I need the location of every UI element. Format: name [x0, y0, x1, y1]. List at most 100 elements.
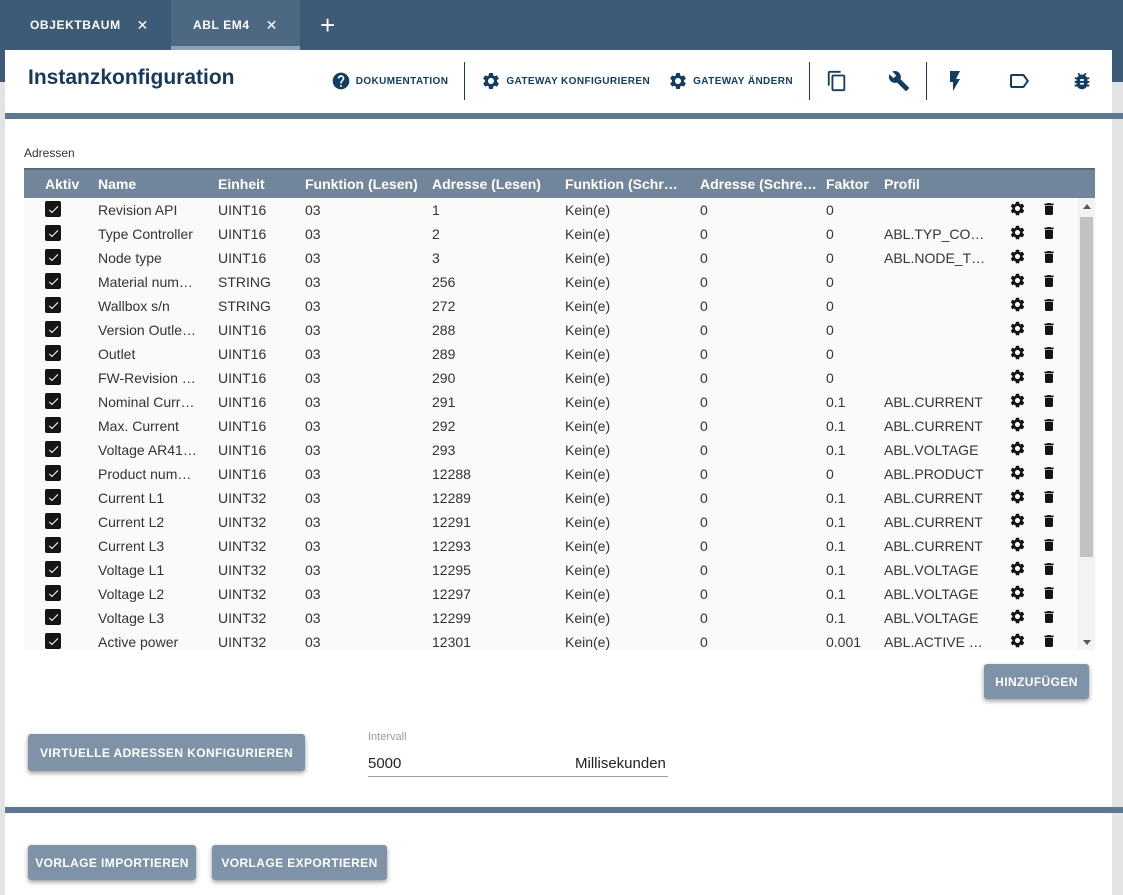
- trash-icon: [1041, 609, 1057, 625]
- app-window: OBJEKTBAUM ✕ ABL EM4 ✕ + Instanzkonfigur…: [0, 0, 1123, 895]
- close-icon[interactable]: ✕: [137, 18, 149, 32]
- row-settings-button[interactable]: [1009, 560, 1026, 577]
- flash-button[interactable]: [943, 69, 967, 93]
- row-delete-button[interactable]: [1041, 561, 1057, 577]
- scrollbar-thumb[interactable]: [1080, 217, 1093, 557]
- trash-icon: [1041, 345, 1057, 361]
- row-settings-button[interactable]: [1009, 632, 1026, 649]
- cell-adresse-schreiben: 0: [700, 394, 826, 410]
- row-settings-button[interactable]: [1009, 488, 1026, 505]
- cell-profil: ABL.VOLTAGE: [884, 442, 1009, 458]
- row-delete-button[interactable]: [1041, 273, 1057, 289]
- row-delete-button[interactable]: [1041, 585, 1057, 601]
- aktiv-checkbox[interactable]: [45, 537, 61, 553]
- row-delete-button[interactable]: [1041, 249, 1057, 265]
- row-settings-button[interactable]: [1009, 368, 1026, 385]
- wrench-button[interactable]: [888, 70, 910, 92]
- row-settings-button[interactable]: [1009, 584, 1026, 601]
- label-button[interactable]: [1007, 69, 1031, 93]
- scroll-down-button[interactable]: [1078, 634, 1095, 650]
- dokumentation-label: DOKUMENTATION: [356, 76, 449, 87]
- cell-name: FW-Revision …: [98, 370, 218, 386]
- aktiv-checkbox[interactable]: [45, 465, 61, 481]
- aktiv-checkbox[interactable]: [45, 225, 61, 241]
- row-delete-button[interactable]: [1041, 417, 1057, 433]
- aktiv-checkbox[interactable]: [45, 441, 61, 457]
- gear-icon: [1009, 392, 1026, 409]
- row-delete-button[interactable]: [1041, 369, 1057, 385]
- row-settings-button[interactable]: [1009, 440, 1026, 457]
- row-delete-button[interactable]: [1041, 465, 1057, 481]
- row-delete-button[interactable]: [1041, 609, 1057, 625]
- cell-name: Node type: [98, 250, 218, 266]
- aktiv-checkbox[interactable]: [45, 393, 61, 409]
- dokumentation-button[interactable]: DOKUMENTATION: [331, 71, 449, 91]
- row-settings-button[interactable]: [1009, 512, 1026, 529]
- row-settings-button[interactable]: [1009, 392, 1026, 409]
- row-delete-button[interactable]: [1041, 393, 1057, 409]
- aktiv-checkbox[interactable]: [45, 561, 61, 577]
- aktiv-checkbox[interactable]: [45, 633, 61, 649]
- aktiv-checkbox[interactable]: [45, 369, 61, 385]
- row-settings-button[interactable]: [1009, 200, 1026, 217]
- cell-adresse-lesen: 12297: [432, 586, 565, 602]
- trash-icon: [1041, 225, 1057, 241]
- row-delete-button[interactable]: [1041, 345, 1057, 361]
- row-delete-button[interactable]: [1041, 225, 1057, 241]
- bug-button[interactable]: [1071, 70, 1093, 92]
- cell-profil: ABL.TYP_CO…: [884, 226, 1009, 242]
- aktiv-checkbox[interactable]: [45, 513, 61, 529]
- copy-button[interactable]: [826, 70, 848, 92]
- aktiv-checkbox[interactable]: [45, 297, 61, 313]
- row-delete-button[interactable]: [1041, 489, 1057, 505]
- column-header-adresse-schreiben: Adresse (Schre…: [700, 176, 826, 192]
- aktiv-checkbox[interactable]: [45, 321, 61, 337]
- column-header-faktor: Faktor: [826, 176, 884, 192]
- add-tab-button[interactable]: +: [300, 0, 355, 50]
- row-settings-button[interactable]: [1009, 296, 1026, 313]
- plus-icon: +: [320, 10, 335, 41]
- close-icon[interactable]: ✕: [266, 18, 278, 32]
- gear-icon: [1009, 608, 1026, 625]
- virtuelle-adressen-button[interactable]: VIRTUELLE ADRESSEN KONFIGURIEREN: [28, 734, 305, 771]
- gateway-konfigurieren-button[interactable]: GATEWAY KONFIGURIEREN: [481, 71, 650, 91]
- cell-adresse-lesen: 256: [432, 274, 565, 290]
- row-delete-button[interactable]: [1041, 633, 1057, 649]
- aktiv-checkbox[interactable]: [45, 249, 61, 265]
- vorlage-exportieren-button[interactable]: VORLAGE EXPORTIEREN: [212, 845, 387, 880]
- row-settings-button[interactable]: [1009, 224, 1026, 241]
- row-settings-button[interactable]: [1009, 344, 1026, 361]
- row-settings-button[interactable]: [1009, 248, 1026, 265]
- row-delete-button[interactable]: [1041, 441, 1057, 457]
- row-settings-button[interactable]: [1009, 320, 1026, 337]
- aktiv-checkbox[interactable]: [45, 417, 61, 433]
- row-delete-button[interactable]: [1041, 201, 1057, 217]
- tab-objektbaum[interactable]: OBJEKTBAUM ✕: [8, 0, 171, 50]
- tab-abl-em4[interactable]: ABL EM4 ✕: [171, 0, 300, 50]
- aktiv-checkbox[interactable]: [45, 609, 61, 625]
- gateway-aendern-button[interactable]: GATEWAY ÄNDERN: [668, 71, 793, 91]
- row-settings-button[interactable]: [1009, 608, 1026, 625]
- cell-adresse-schreiben: 0: [700, 418, 826, 434]
- aktiv-checkbox[interactable]: [45, 273, 61, 289]
- row-delete-button[interactable]: [1041, 297, 1057, 313]
- vorlage-importieren-button[interactable]: VORLAGE IMPORTIEREN: [28, 845, 196, 880]
- check-icon: [47, 419, 60, 432]
- row-settings-button[interactable]: [1009, 272, 1026, 289]
- aktiv-checkbox[interactable]: [45, 489, 61, 505]
- row-delete-button[interactable]: [1041, 513, 1057, 529]
- row-settings-button[interactable]: [1009, 464, 1026, 481]
- row-delete-button[interactable]: [1041, 321, 1057, 337]
- hinzufuegen-button[interactable]: HINZUFÜGEN: [984, 664, 1089, 699]
- row-settings-button[interactable]: [1009, 416, 1026, 433]
- scroll-up-button[interactable]: [1078, 198, 1095, 214]
- aktiv-checkbox[interactable]: [45, 585, 61, 601]
- trash-icon: [1041, 441, 1057, 457]
- row-delete-button[interactable]: [1041, 537, 1057, 553]
- aktiv-checkbox[interactable]: [45, 201, 61, 217]
- aktiv-checkbox[interactable]: [45, 345, 61, 361]
- table-scrollbar[interactable]: [1078, 198, 1095, 650]
- row-settings-button[interactable]: [1009, 536, 1026, 553]
- cell-name: Current L1: [98, 490, 218, 506]
- check-icon: [47, 563, 60, 576]
